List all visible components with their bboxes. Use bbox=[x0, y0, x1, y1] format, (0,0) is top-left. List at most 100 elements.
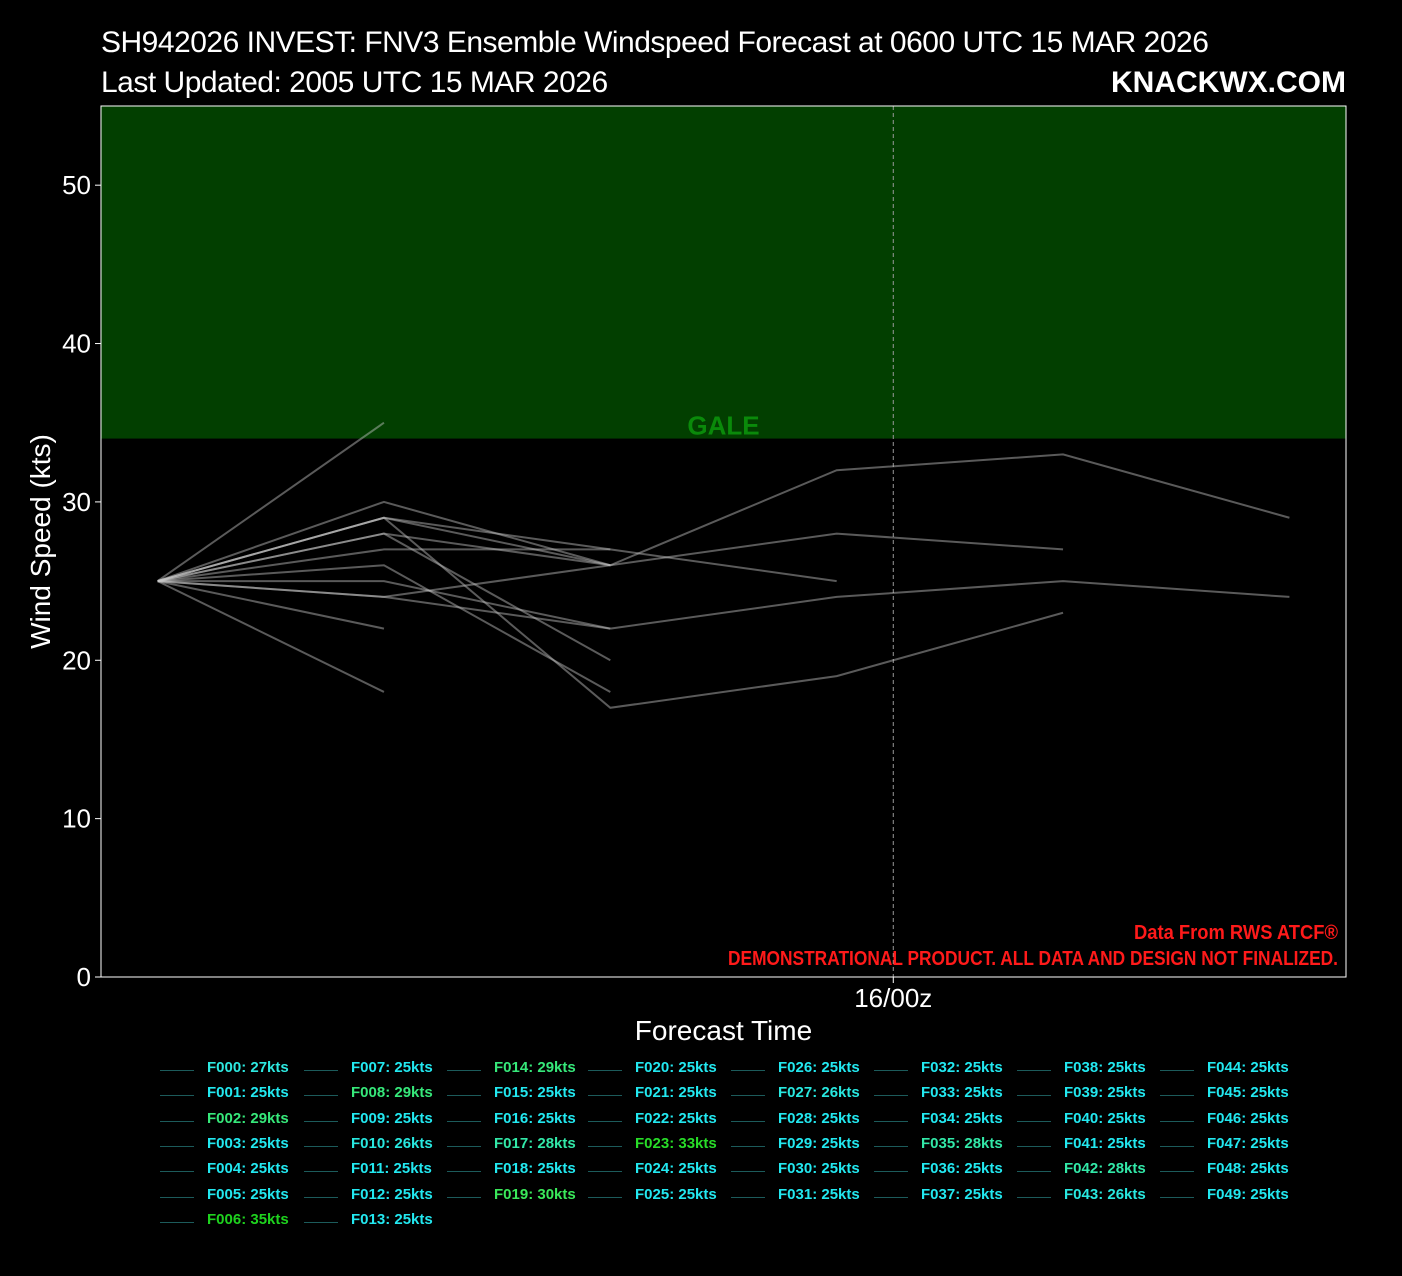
legend-swatch bbox=[731, 1120, 765, 1122]
legend-entry: F014: 29kts bbox=[494, 1059, 576, 1076]
legend-swatch bbox=[874, 1145, 908, 1147]
ensemble-member-line bbox=[157, 532, 611, 662]
gale-band bbox=[101, 106, 1346, 439]
legend-swatch bbox=[731, 1070, 765, 1071]
legend-swatch bbox=[1160, 1171, 1194, 1173]
legend-swatch bbox=[447, 1120, 481, 1122]
ensemble-member-line bbox=[157, 580, 611, 630]
legend-entry: F012: 25kts bbox=[351, 1185, 433, 1203]
ensemble-member-line bbox=[157, 548, 611, 583]
legend-entry: F007: 25kts bbox=[351, 1059, 433, 1076]
legend-entry: F047: 25kts bbox=[1207, 1134, 1289, 1152]
demo-disclaimer: DEMONSTRATIONAL PRODUCT. ALL DATA AND DE… bbox=[728, 948, 1338, 970]
legend-entry: F039: 25kts bbox=[1064, 1084, 1146, 1102]
legend-entry: F005: 25kts bbox=[207, 1185, 289, 1203]
legend-entry: F036: 25kts bbox=[921, 1160, 1003, 1178]
plot-frame bbox=[100, 105, 1347, 978]
legend-entry: F011: 25kts bbox=[351, 1160, 432, 1178]
legend-entry: F017: 28kts bbox=[494, 1134, 576, 1152]
legend-swatch bbox=[874, 1171, 908, 1173]
legend-swatch bbox=[160, 1196, 194, 1198]
legend-entry: F021: 25kts bbox=[635, 1084, 717, 1102]
brand-logo-text: KNACKWX.COM bbox=[1111, 66, 1346, 99]
legend-swatch bbox=[874, 1095, 908, 1097]
legend-entry: F000: 27kts bbox=[207, 1059, 289, 1076]
legend-swatch bbox=[304, 1070, 338, 1071]
legend-swatch bbox=[1160, 1145, 1194, 1147]
legend-entry: F035: 28kts bbox=[921, 1134, 1003, 1152]
x-axis-label: Forecast Time bbox=[635, 1015, 812, 1046]
legend-entry: F037: 25kts bbox=[921, 1185, 1003, 1203]
legend-swatch bbox=[588, 1196, 622, 1198]
ensemble-member-line bbox=[157, 516, 837, 583]
ensemble-member-line bbox=[610, 580, 1290, 630]
legend-entry: F030: 25kts bbox=[778, 1160, 860, 1178]
legend-entry: F041: 25kts bbox=[1064, 1134, 1146, 1152]
ensemble-member-line bbox=[157, 500, 611, 583]
y-tick-label: 10 bbox=[62, 804, 91, 834]
y-tick-label: 0 bbox=[77, 962, 91, 992]
legend-swatch bbox=[1017, 1120, 1051, 1122]
legend-swatch bbox=[160, 1145, 194, 1147]
legend-swatch bbox=[447, 1070, 481, 1071]
legend-entry: F015: 25kts bbox=[494, 1084, 576, 1102]
legend-entry: F043: 26kts bbox=[1064, 1185, 1146, 1203]
ensemble-member-line bbox=[157, 516, 1064, 709]
legend-entry: F044: 25kts bbox=[1207, 1059, 1289, 1076]
legend-swatch bbox=[588, 1095, 622, 1097]
y-tick-label: 30 bbox=[62, 487, 91, 517]
legend-entry: F008: 29kts bbox=[351, 1084, 433, 1102]
legend-swatch bbox=[304, 1196, 338, 1198]
legend-entry: F026: 25kts bbox=[778, 1059, 860, 1076]
legend-swatch bbox=[1017, 1196, 1051, 1198]
legend-swatch bbox=[588, 1120, 622, 1122]
legend-entry: F046: 25kts bbox=[1207, 1109, 1289, 1127]
ensemble-member-line bbox=[157, 516, 1064, 583]
legend-entry: F025: 25kts bbox=[635, 1185, 717, 1203]
legend-swatch bbox=[160, 1095, 194, 1097]
legend-swatch bbox=[874, 1120, 908, 1122]
y-tick-label: 40 bbox=[62, 329, 91, 359]
gale-label: GALE bbox=[687, 411, 759, 441]
legend-entry: F006: 35kts bbox=[207, 1210, 289, 1228]
legend-entry: F004: 25kts bbox=[207, 1160, 289, 1178]
y-axis-label: Wind Speed (kts) bbox=[25, 434, 56, 649]
legend-swatch bbox=[160, 1171, 194, 1173]
legend-entry: F018: 25kts bbox=[494, 1160, 576, 1178]
legend-entry: F032: 25kts bbox=[921, 1059, 1003, 1076]
ensemble-member-line bbox=[157, 580, 385, 693]
legend-swatch bbox=[731, 1171, 765, 1173]
legend-swatch bbox=[304, 1145, 338, 1147]
legend-swatch bbox=[731, 1145, 765, 1147]
legend-entry: F016: 25kts bbox=[494, 1109, 576, 1127]
legend-swatch bbox=[1017, 1095, 1051, 1097]
x-tick-label: 16/00z bbox=[854, 983, 932, 1013]
legend-entry: F023: 33kts bbox=[635, 1134, 717, 1152]
legend-entry: F013: 25kts bbox=[351, 1210, 433, 1228]
legend-entry: F031: 25kts bbox=[778, 1185, 860, 1203]
ensemble-member-line bbox=[157, 564, 611, 598]
y-tick-label: 50 bbox=[62, 170, 91, 200]
legend-swatch bbox=[1160, 1196, 1194, 1198]
legend-swatch bbox=[304, 1120, 338, 1122]
ensemble-member-line bbox=[157, 580, 611, 630]
legend-entry: F024: 25kts bbox=[635, 1160, 717, 1178]
legend-swatch bbox=[160, 1221, 194, 1223]
legend-entry: F048: 25kts bbox=[1207, 1160, 1289, 1178]
legend-swatch bbox=[447, 1145, 481, 1147]
legend-entry: F022: 25kts bbox=[635, 1109, 717, 1127]
legend-swatch bbox=[1160, 1095, 1194, 1097]
legend-swatch bbox=[447, 1095, 481, 1097]
legend-entry: F001: 25kts bbox=[207, 1084, 289, 1102]
legend-swatch bbox=[160, 1070, 194, 1071]
legend-entry: F038: 25kts bbox=[1064, 1059, 1146, 1076]
legend-swatch bbox=[1017, 1171, 1051, 1173]
legend-swatch bbox=[304, 1095, 338, 1097]
legend-swatch bbox=[1160, 1120, 1194, 1122]
legend-swatch bbox=[731, 1196, 765, 1198]
chart-title: SH942026 INVEST: FNV3 Ensemble Windspeed… bbox=[101, 26, 1209, 59]
legend-swatch bbox=[1017, 1145, 1051, 1147]
ensemble-member-line bbox=[157, 580, 385, 630]
legend-entry: F020: 25kts bbox=[635, 1059, 717, 1076]
